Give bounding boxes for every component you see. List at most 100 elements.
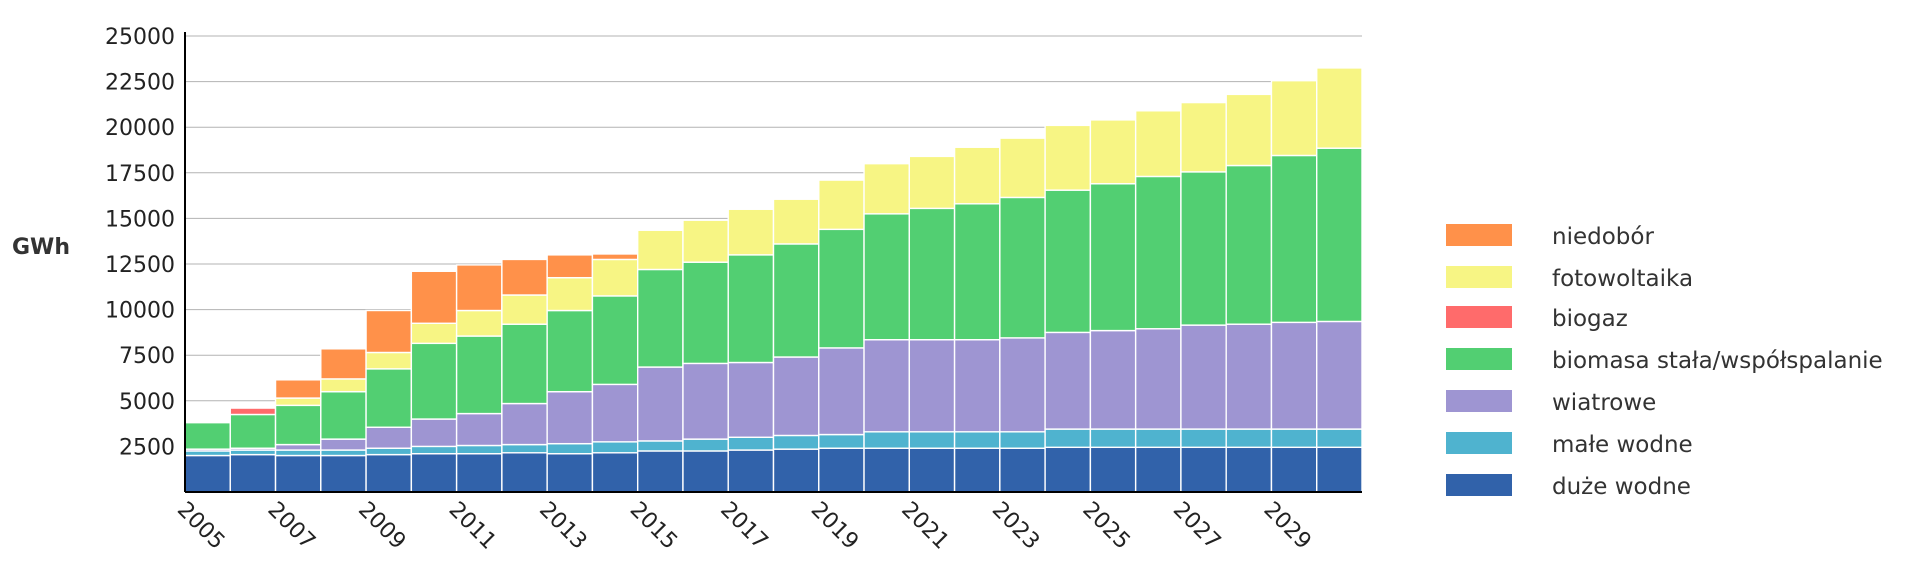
bar-2012-series-1: [501, 443, 548, 454]
legend-swatch-3: [1446, 348, 1512, 370]
bar-2022-series-3: [953, 203, 1001, 341]
legend-label-1: fotowoltaika: [1552, 266, 1693, 292]
bar-2015-series-5: [636, 229, 684, 271]
bar-2025-series-1: [1089, 428, 1137, 449]
bar-2028-series-0: [1225, 446, 1273, 493]
x-tick-labels: 2005 2007 2009 2011 2013 2015 2017 2019 2021 2023…: [172, 497, 1316, 554]
bar-2013-series-3: [546, 309, 594, 393]
bar-2025-series-0: [1089, 446, 1137, 493]
bar-2028-series-3: [1225, 164, 1273, 325]
bar-2017-series-3: [727, 254, 775, 364]
bar-2029-series-3: [1270, 154, 1318, 324]
legend-label-6: duże wodne: [1552, 474, 1691, 500]
bar-2025-series-2: [1089, 329, 1137, 430]
bar-2030-series-1: [1316, 428, 1363, 449]
bar-2023-series-2: [999, 337, 1046, 433]
y-tick-labels: 2500 5000 7500 10000 12500 15000 17500 20000 225…: [105, 25, 175, 460]
bar-2009-series-0: [365, 453, 413, 493]
bar-2024-series-2: [1044, 331, 1092, 430]
x-tick-label-4: 2013: [534, 497, 591, 554]
bar-2024-series-3: [1044, 189, 1092, 334]
bar-2030-series-3: [1316, 147, 1363, 323]
bar-2027-series-5: [1180, 101, 1227, 173]
x-tick-label-6: 2017: [715, 497, 772, 554]
bar-2005-series-0: [184, 454, 231, 493]
bar-2008-series-1: [320, 449, 367, 457]
y-tick-label-1: 5000: [119, 390, 175, 415]
x-tick-label-5: 2015: [625, 497, 682, 554]
bar-2029-series-0: [1270, 446, 1318, 493]
bar-2021-series-5: [908, 155, 956, 210]
bar-2016-series-5: [682, 219, 729, 263]
bar-2022-series-0: [953, 447, 1001, 493]
y-tick-label-6: 17500: [105, 162, 175, 187]
y-tick-label-2: 7500: [119, 344, 175, 369]
bar-2016-series-2: [682, 362, 729, 440]
bars: [184, 67, 1363, 493]
bar-2008-series-6: [320, 348, 367, 380]
bar-2024-series-1: [1044, 428, 1092, 449]
bar-2014-series-1: [591, 441, 639, 454]
bar-2015-series-2: [636, 366, 684, 442]
bar-2006-series-3: [229, 413, 277, 449]
bar-2007-series-2: [274, 443, 322, 451]
bar-2027-series-2: [1180, 324, 1227, 430]
legend-label-3: biomasa stała/współspalanie: [1552, 348, 1883, 374]
legend-label-2: biogaz: [1552, 306, 1628, 332]
bar-2008-series-0: [320, 454, 367, 493]
bar-2019-series-0: [818, 447, 865, 493]
bar-2022-series-2: [953, 338, 1001, 433]
bar-2029-series-1: [1270, 428, 1318, 449]
bar-2021-series-3: [908, 207, 956, 341]
bar-2017-series-0: [727, 449, 775, 493]
legend-label-0: niedobór: [1552, 224, 1654, 250]
bar-2028-series-5: [1225, 93, 1273, 167]
bar-2009-series-2: [365, 426, 413, 449]
bar-2011-series-2: [455, 412, 503, 447]
bar-2007-series-3: [274, 404, 322, 446]
bar-2026-series-3: [1134, 175, 1182, 330]
bar-2011-series-1: [455, 444, 503, 455]
bar-2007-series-1: [274, 449, 322, 457]
legend-swatch-5: [1446, 432, 1512, 454]
bar-2020-series-5: [863, 162, 911, 215]
y-tick-label-0: 2500: [119, 435, 175, 460]
bar-2012-series-5: [501, 294, 548, 325]
bar-2011-series-0: [455, 452, 503, 493]
bar-2015-series-1: [636, 440, 684, 452]
bar-2010-series-2: [410, 418, 458, 448]
bar-2013-series-0: [546, 452, 594, 493]
bar-2023-series-0: [999, 447, 1046, 493]
y-tick-label-8: 22500: [105, 71, 175, 96]
bar-2009-series-5: [365, 351, 413, 370]
bar-2018-series-1: [772, 434, 820, 450]
legend-swatch-4: [1446, 390, 1512, 412]
bar-2022-series-5: [953, 146, 1001, 205]
bar-2008-series-2: [320, 438, 367, 451]
bar-2023-series-5: [999, 137, 1046, 199]
bar-2013-series-5: [546, 276, 594, 312]
bar-2015-series-0: [636, 450, 684, 493]
bar-2012-series-0: [501, 452, 548, 493]
legend-swatch-2: [1446, 306, 1512, 328]
bar-2027-series-3: [1180, 171, 1227, 326]
bar-2017-series-2: [727, 361, 775, 438]
bar-2012-series-2: [501, 402, 548, 446]
y-axis-label: GWh: [12, 235, 70, 260]
bar-2023-series-3: [999, 196, 1046, 339]
bar-2019-series-5: [818, 179, 865, 231]
bar-2014-series-2: [591, 383, 639, 443]
bar-2007-series-6: [274, 379, 322, 399]
bar-2010-series-3: [410, 342, 458, 420]
bar-2014-series-0: [591, 452, 639, 493]
legend-swatch-1: [1446, 266, 1512, 288]
bar-2028-series-2: [1225, 323, 1273, 430]
bar-2008-series-3: [320, 390, 367, 440]
bar-2026-series-2: [1134, 328, 1182, 430]
bar-2025-series-3: [1089, 183, 1137, 332]
bar-2029-series-2: [1270, 321, 1318, 430]
bar-2023-series-1: [999, 431, 1046, 449]
bar-2018-series-2: [772, 356, 820, 437]
